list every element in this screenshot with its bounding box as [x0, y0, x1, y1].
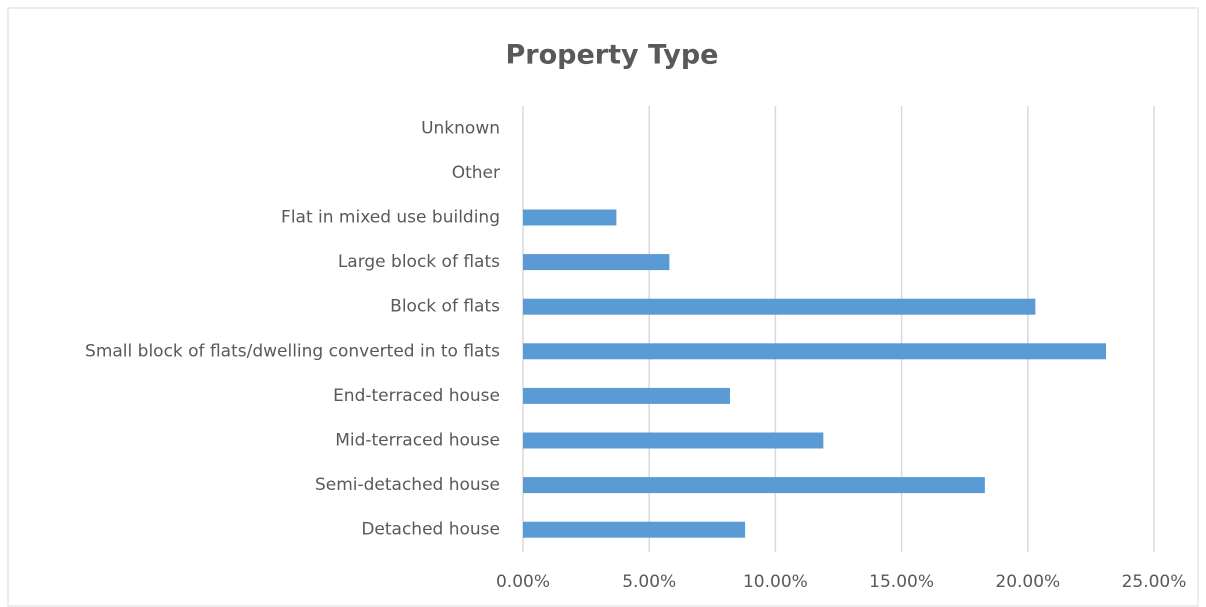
bar — [523, 298, 1036, 315]
y-tick-label: Unknown — [421, 118, 500, 138]
y-tick-label: Large block of flats — [338, 252, 500, 272]
bar — [523, 209, 617, 226]
bar — [523, 521, 746, 538]
chart-title: Property Type — [506, 40, 719, 71]
x-tick-label: 15.00% — [869, 572, 934, 592]
bar — [523, 254, 670, 271]
x-tick-label: 25.00% — [1122, 572, 1187, 592]
x-tick-label: 0.00% — [496, 572, 550, 592]
y-tick-label: Mid-terraced house — [335, 431, 500, 451]
y-tick-label: Detached house — [361, 520, 500, 540]
bar — [523, 432, 824, 449]
y-tick-label: Block of flats — [390, 297, 500, 317]
y-tick-label: Semi-detached house — [315, 475, 500, 495]
bar — [523, 477, 985, 494]
x-tick-label: 20.00% — [995, 572, 1060, 592]
bar — [523, 343, 1107, 360]
y-tick-label: Flat in mixed use building — [281, 208, 500, 228]
y-tick-label: Other — [452, 163, 500, 183]
x-tick-label: 10.00% — [743, 572, 808, 592]
y-tick-label: End-terraced house — [333, 386, 500, 406]
x-tick-label: 5.00% — [622, 572, 676, 592]
bar — [523, 387, 730, 404]
y-tick-label: Small block of flats/dwelling converted … — [85, 341, 500, 361]
